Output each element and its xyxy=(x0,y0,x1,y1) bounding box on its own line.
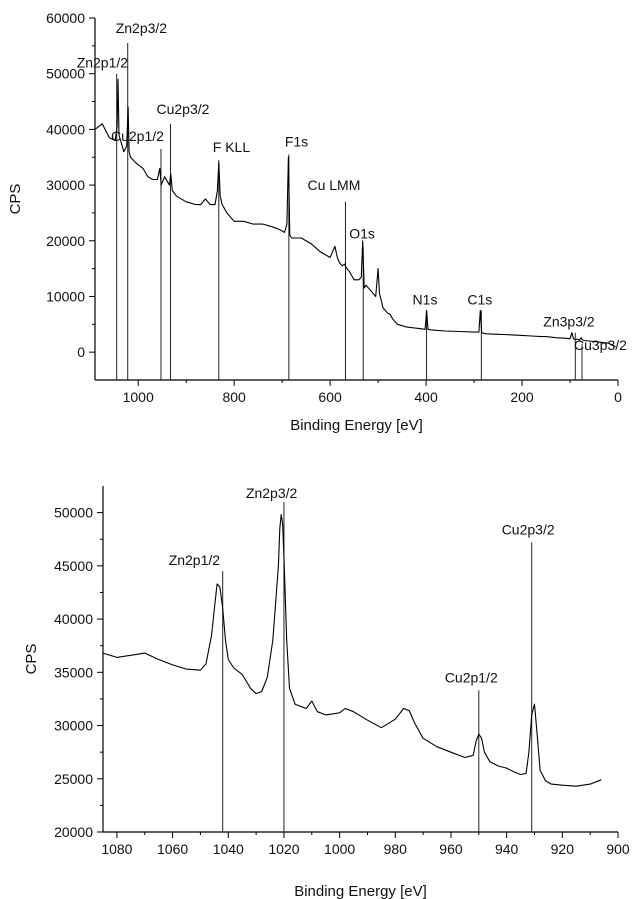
y-tick-label: 20000 xyxy=(46,233,85,249)
x-tick-label: 200 xyxy=(510,389,534,405)
x-tick-label: 900 xyxy=(606,841,630,857)
y-tick-label: 10000 xyxy=(46,288,85,304)
x-tick-label: 960 xyxy=(439,841,463,857)
spectrum-line xyxy=(94,78,616,348)
y-tick-label: 50000 xyxy=(54,505,93,521)
x-axis-title: Binding Energy [eV] xyxy=(294,883,427,899)
x-axis-title: Binding Energy [eV] xyxy=(290,417,423,434)
peak-label: Zn2p1/2 xyxy=(169,552,221,568)
peak-label: N1s xyxy=(413,291,438,307)
y-tick-label: 20000 xyxy=(54,824,93,840)
peak-label: Zn2p1/2 xyxy=(77,55,129,71)
peak-label: Cu2p3/2 xyxy=(502,521,555,537)
peak-label: Cu2p1/2 xyxy=(445,669,498,685)
x-tick-label: 920 xyxy=(551,841,575,857)
y-tick-label: 60000 xyxy=(46,10,85,26)
y-tick-label: 30000 xyxy=(46,177,85,193)
zn-cu-2p-spectrum-chart: 1080 1060 1040 1020 1000 980 960 940 920 900 20000… xyxy=(23,485,630,899)
y-tick-label: 0 xyxy=(77,344,85,360)
y-tick-label: 35000 xyxy=(54,664,93,680)
y-tick-label: 40000 xyxy=(46,121,85,137)
x-tick-label: 0 xyxy=(614,389,622,405)
y-axis-title: CPS xyxy=(7,184,24,215)
x-tick-label: 600 xyxy=(318,389,342,405)
peak-label: Zn3p3/2 xyxy=(543,314,595,330)
y-tick-label: 50000 xyxy=(46,66,85,82)
peak-label: Cu LMM xyxy=(307,177,360,193)
peak-label: O1s xyxy=(349,225,375,241)
peak-label: C1s xyxy=(467,291,492,307)
peak-label: Cu2p3/2 xyxy=(156,101,209,117)
peak-label: Cu2p1/2 xyxy=(111,128,164,144)
x-tick-label: 400 xyxy=(414,389,438,405)
y-tick-label: 25000 xyxy=(54,771,93,787)
peak-label: Zn2p3/2 xyxy=(246,485,298,501)
x-tick-label: 1080 xyxy=(101,841,132,857)
x-tick-label: 1020 xyxy=(268,841,299,857)
peak-label: F KLL xyxy=(213,139,251,155)
x-tick-label: 1000 xyxy=(123,389,154,405)
x-tick-label: 1040 xyxy=(213,841,244,857)
spectrum-line xyxy=(102,514,602,787)
x-tick-label: 940 xyxy=(495,841,519,857)
x-tick-label: 1060 xyxy=(157,841,188,857)
x-tick-label: 980 xyxy=(384,841,408,857)
y-tick-label: 30000 xyxy=(54,718,93,734)
y-tick-label: 40000 xyxy=(54,611,93,627)
y-axis-title: CPS xyxy=(23,644,40,675)
peak-label: Zn2p3/2 xyxy=(116,20,168,36)
x-tick-label: 800 xyxy=(222,389,246,405)
y-tick-label: 45000 xyxy=(54,558,93,574)
x-tick-label: 1000 xyxy=(324,841,355,857)
peak-label: F1s xyxy=(285,133,308,149)
survey-spectrum-chart: 1000 800 600 400 200 001000020000300004000050… xyxy=(7,10,627,434)
